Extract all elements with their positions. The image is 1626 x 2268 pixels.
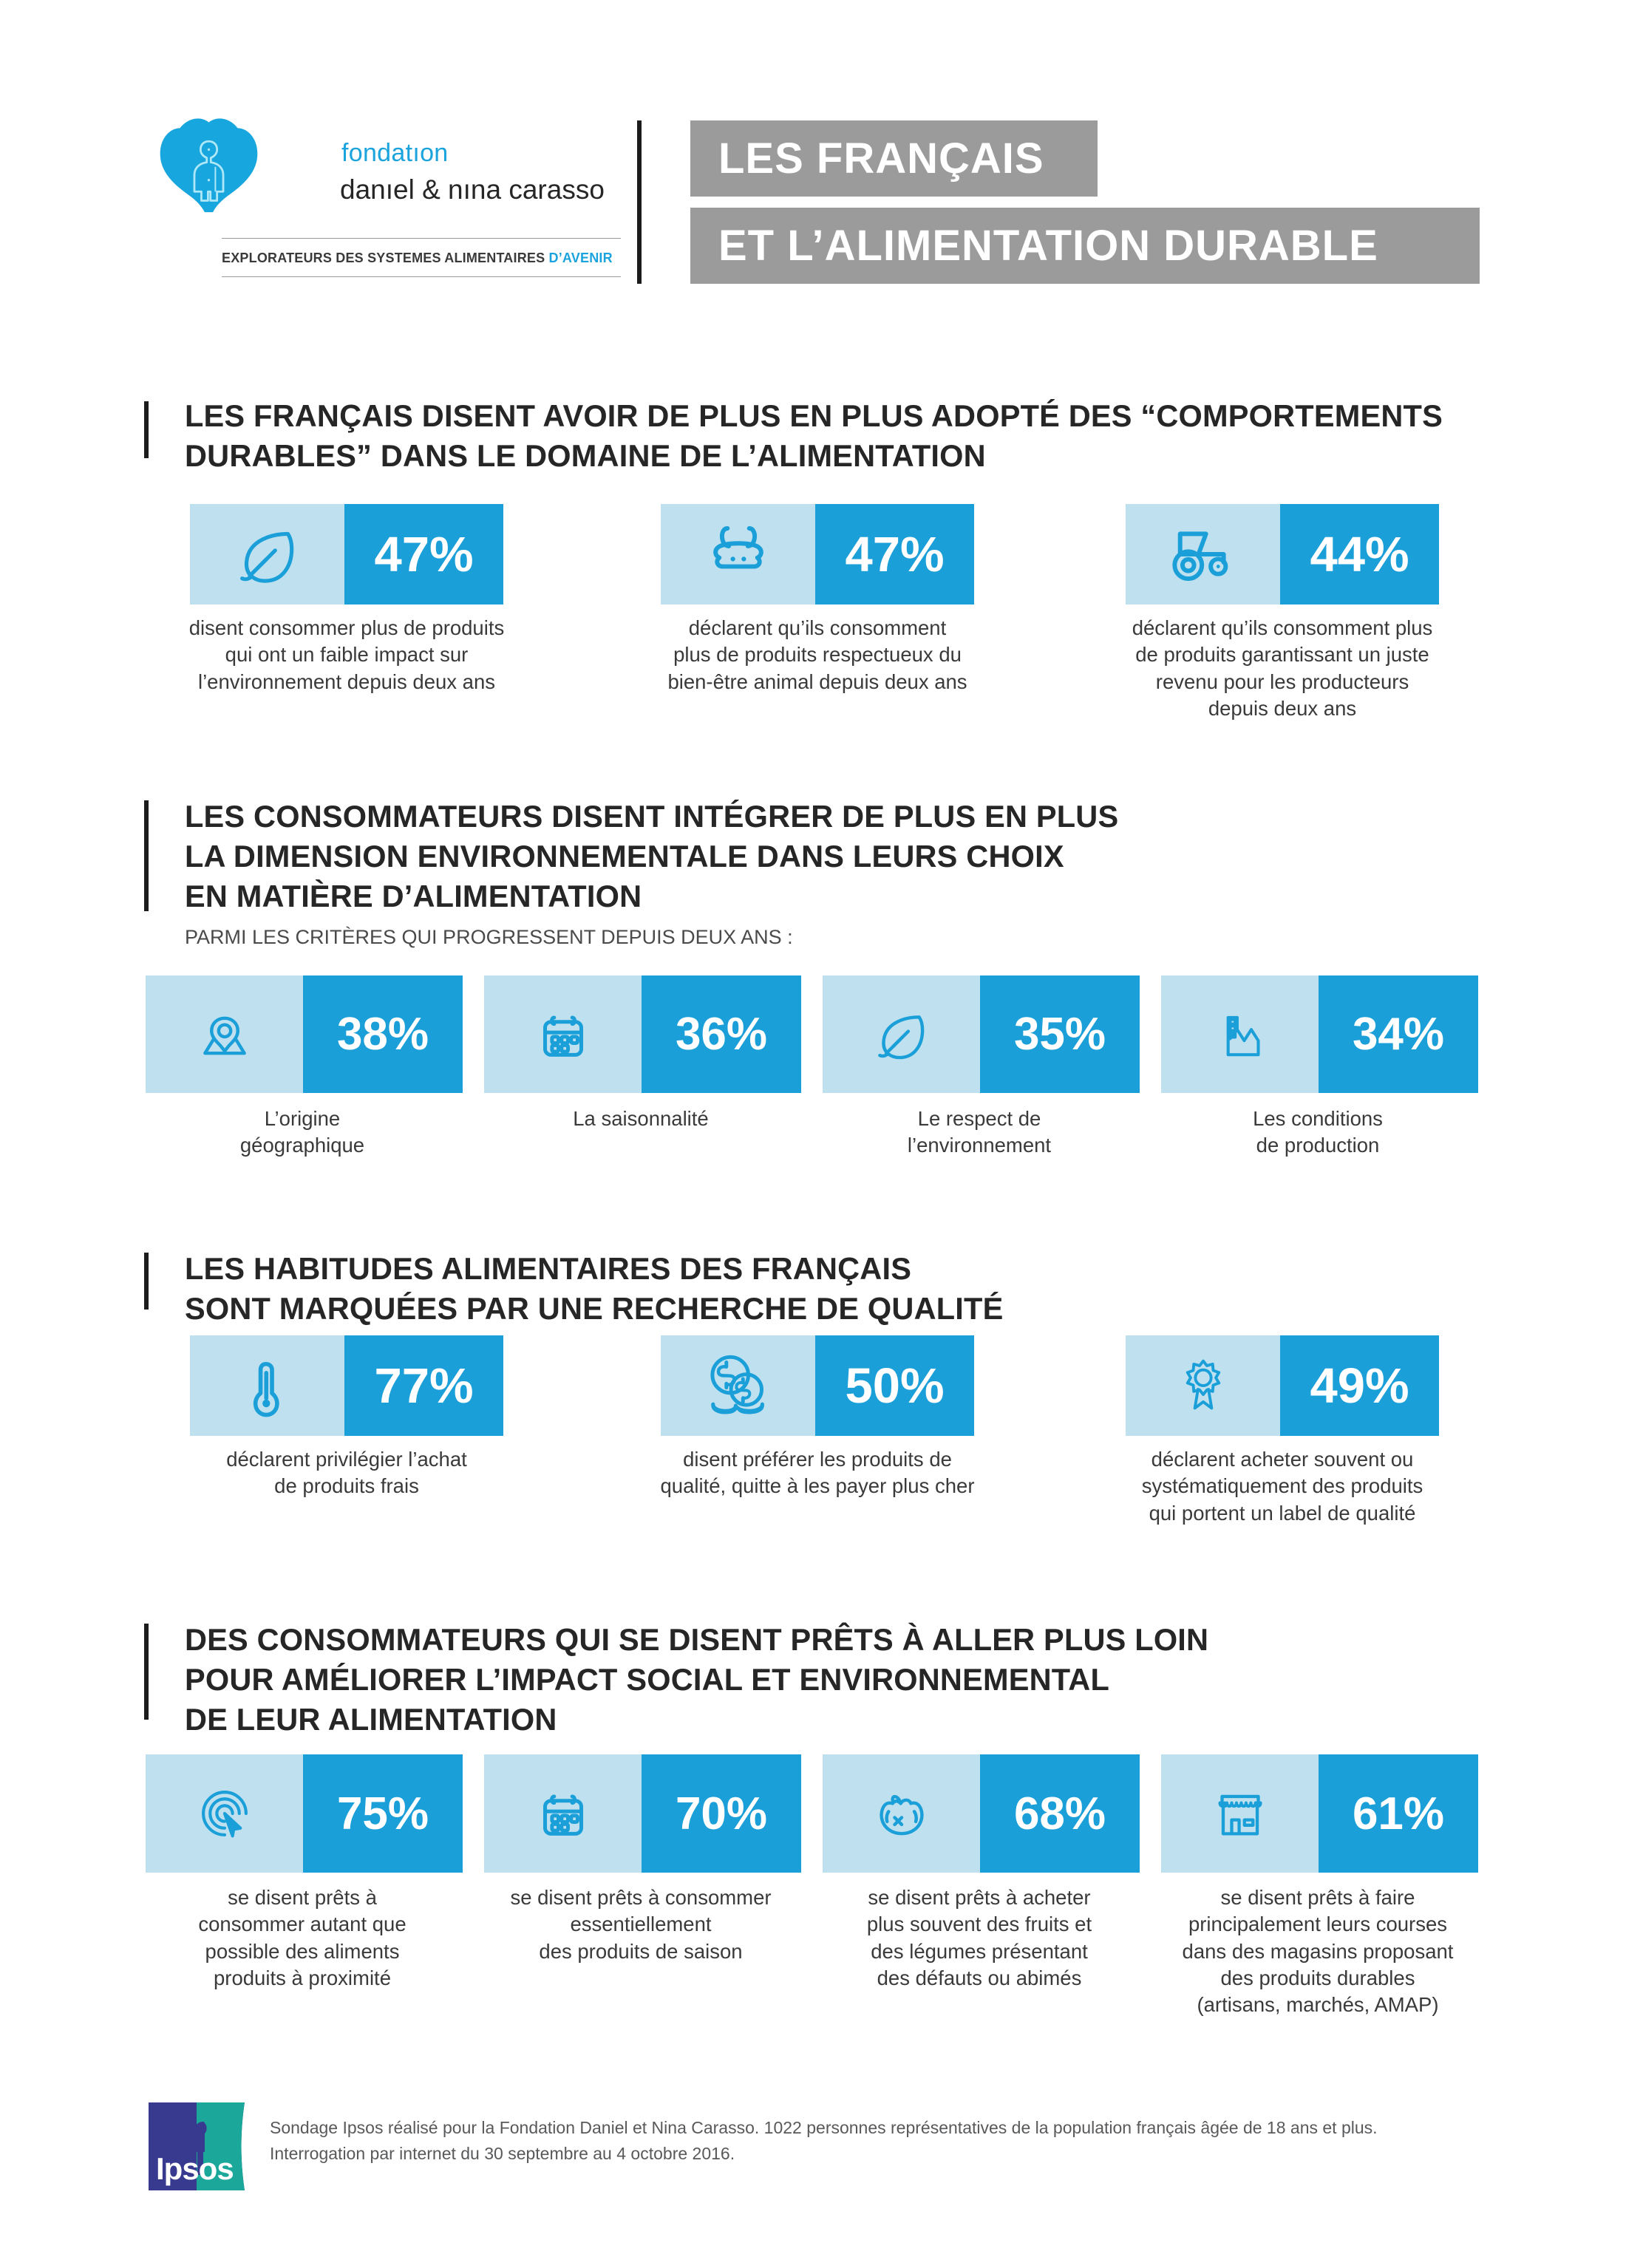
svg-text:Ipsos: Ipsos <box>156 2151 234 2186</box>
